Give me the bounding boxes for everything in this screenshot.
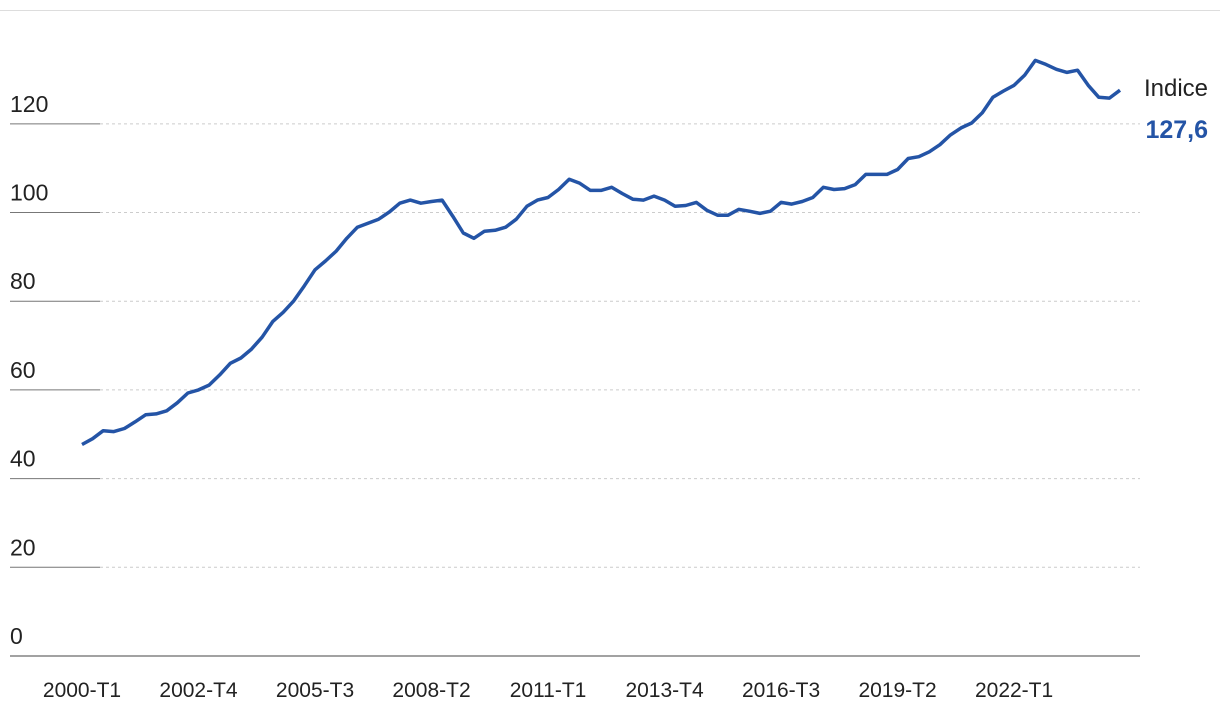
y-tick-label: 40	[10, 446, 36, 472]
x-tick-label: 2008-T2	[392, 679, 470, 702]
series-label: Indice	[1144, 75, 1208, 102]
y-tick-label: 60	[10, 357, 36, 383]
x-tick-label: 2005-T3	[276, 679, 354, 702]
y-tick-label: 80	[10, 268, 36, 294]
x-tick-label: 2019-T2	[858, 679, 936, 702]
line	[81, 58, 1122, 447]
y-tick-label: 0	[10, 623, 23, 649]
x-tick-label: 2022-T1	[975, 679, 1053, 702]
x-tick-label: 2013-T4	[625, 679, 704, 702]
value-label: 127,6	[1145, 116, 1208, 144]
x-tick-label: 2002-T4	[159, 679, 238, 702]
x-tick-label: 2016-T3	[742, 679, 820, 702]
x-tick-label: 2011-T1	[510, 679, 587, 702]
y-tick-label: 100	[10, 180, 48, 206]
y-tick-label: 20	[10, 534, 36, 560]
x-tick-label: 2000-T1	[43, 679, 121, 702]
y-tick-label: 120	[10, 91, 48, 117]
